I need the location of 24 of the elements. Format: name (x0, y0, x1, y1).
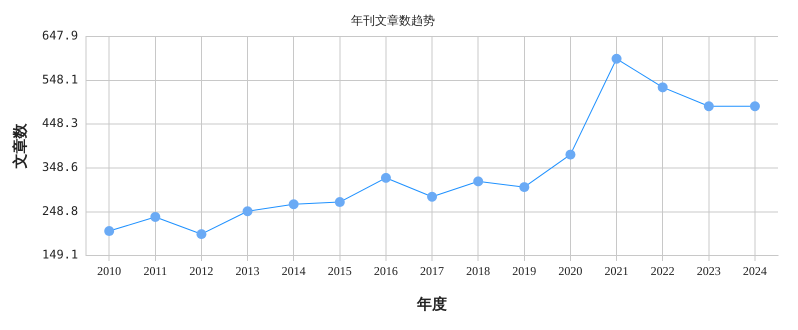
x-tick-label: 2013 (236, 264, 260, 278)
x-tick-label: 2021 (604, 264, 629, 278)
x-tick-label: 2010 (97, 264, 122, 278)
y-axis-title: 文章数 (10, 122, 29, 170)
x-tick-label: 2022 (650, 264, 675, 278)
x-axis-title: 年度 (416, 294, 448, 313)
y-tick-label: 348.6 (42, 160, 78, 174)
y-tick-label: 248.8 (42, 204, 78, 218)
x-tick-label: 2017 (420, 264, 444, 278)
y-tick-label: 647.9 (42, 28, 78, 43)
x-tick-label: 2014 (282, 264, 306, 278)
x-tick-label: 2020 (558, 264, 582, 278)
x-tick-label: 2019 (512, 264, 536, 278)
x-tick-label: 2016 (374, 264, 398, 278)
x-tick-label: 2023 (696, 264, 721, 278)
x-tick-label: 2012 (189, 264, 214, 278)
y-tick-label: 149.1 (42, 248, 78, 262)
x-tick-label: 2011 (144, 264, 168, 278)
y-tick-label: 448.3 (42, 116, 78, 130)
chart-title: 年刊文章数趋势 (351, 13, 435, 28)
x-tick-label: 2024 (742, 264, 767, 278)
x-tick-label: 2015 (328, 264, 352, 278)
y-tick-label: 548.1 (42, 72, 78, 86)
x-tick-label: 2018 (466, 264, 490, 278)
